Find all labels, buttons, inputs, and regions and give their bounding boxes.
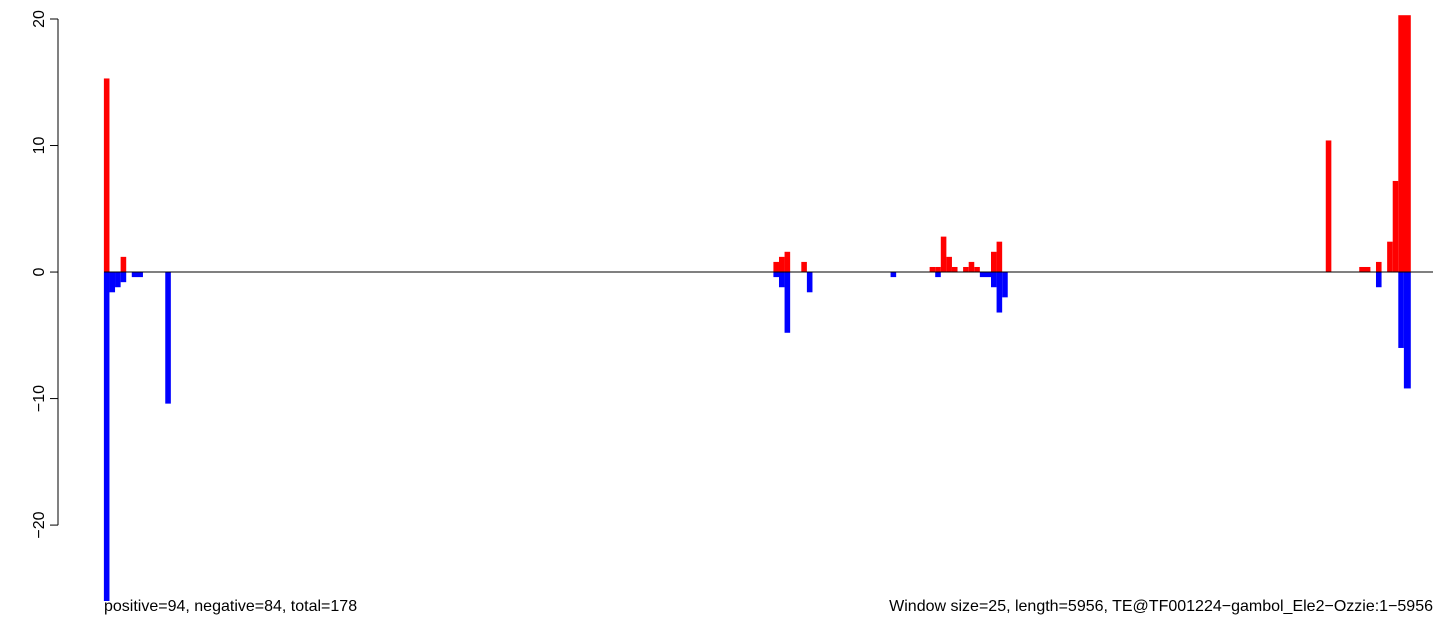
footer-window-info-text: Window size=25, length=5956, TE@TF001224… [889, 598, 1433, 615]
negative-bar-5 [165, 272, 171, 404]
positive-bar-8 [940, 236, 947, 273]
negative-bar-4 [131, 272, 143, 278]
negative-bar-8 [784, 272, 791, 333]
positive-bar-9 [946, 256, 952, 273]
negative-bar-0 [103, 272, 110, 601]
positive-bar-10 [951, 266, 958, 273]
y-axis: −20 −10 0 10 20 [31, 10, 59, 539]
negative-bar-1 [109, 272, 116, 293]
y-tick-label-1: −10 [31, 385, 48, 412]
positive-bar-6 [929, 266, 936, 273]
bars-layer [103, 15, 1411, 601]
negative-bar-9 [806, 272, 813, 293]
positive-bar-13 [974, 266, 980, 273]
negative-bar-11 [935, 272, 941, 278]
positive-bar-3 [778, 256, 785, 273]
positive-bar-2 [773, 261, 779, 273]
negative-bar-14 [996, 272, 1003, 313]
y-tick-label-2: 0 [31, 267, 48, 276]
positive-bar-5 [801, 261, 807, 273]
positive-bar-4 [784, 251, 791, 273]
y-tick-label-0: −20 [31, 511, 48, 538]
positive-bar-17 [1359, 266, 1371, 273]
positive-bar-20 [1392, 180, 1399, 273]
positive-bar-15 [996, 241, 1003, 273]
negative-bar-16 [1375, 272, 1382, 288]
positive-bar-1 [120, 256, 127, 273]
positive-bar-12 [968, 261, 975, 273]
negative-bar-10 [890, 272, 897, 278]
footer-counts-text: positive=94, negative=84, total=178 [104, 598, 358, 615]
negative-bar-3 [120, 272, 127, 283]
negative-bar-12 [979, 272, 992, 278]
negative-bar-2 [115, 272, 121, 288]
negative-bar-6 [773, 272, 779, 278]
negative-bar-18 [1403, 272, 1411, 389]
negative-bar-17 [1398, 272, 1404, 348]
negative-bar-15 [1002, 272, 1008, 298]
y-tick-label-3: 10 [31, 137, 48, 155]
positive-bar-18 [1375, 261, 1382, 273]
positive-bar-16 [1325, 140, 1332, 273]
positive-bar-14 [991, 251, 997, 273]
positive-bar-7 [935, 266, 941, 273]
y-tick-label-4: 20 [31, 10, 48, 28]
positive-bar-21 [1398, 15, 1411, 273]
negative-bar-13 [991, 272, 997, 288]
negative-bar-7 [778, 272, 785, 288]
positive-bar-11 [963, 266, 969, 273]
positive-bar-0 [103, 78, 110, 273]
positive-bar-19 [1387, 241, 1393, 273]
